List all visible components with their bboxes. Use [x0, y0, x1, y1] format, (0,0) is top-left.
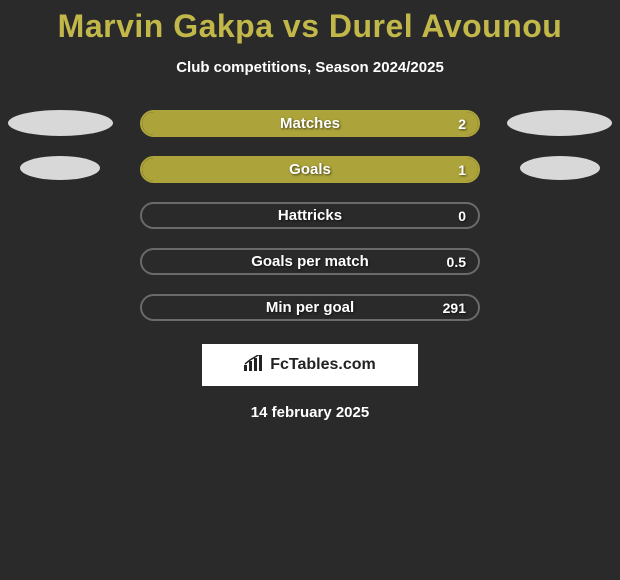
stat-value: 1 — [458, 162, 466, 178]
stat-label: Goals — [289, 161, 331, 178]
stats-list: Matches 2 Goals 1 Hattricks 0 Goals per … — [0, 110, 620, 321]
decor-ellipse — [20, 156, 100, 180]
comparison-card: Marvin Gakpa vs Durel Avounou Club compe… — [0, 0, 620, 421]
stat-row-wrap: Matches 2 — [140, 110, 480, 137]
decor-ellipse — [8, 110, 113, 136]
stat-value: 2 — [458, 116, 466, 132]
decor-ellipse — [520, 156, 600, 180]
stat-label: Matches — [280, 115, 340, 132]
brand-text: FcTables.com — [270, 356, 376, 374]
brand-badge[interactable]: FcTables.com — [202, 344, 418, 386]
subtitle: Club competitions, Season 2024/2025 — [0, 59, 620, 76]
stat-label: Min per goal — [266, 299, 354, 316]
date-label: 14 february 2025 — [0, 404, 620, 421]
stat-row-gpm: Goals per match 0.5 — [140, 248, 480, 275]
stat-value: 0.5 — [447, 254, 466, 270]
stat-value: 0 — [458, 208, 466, 224]
stat-row-goals: Goals 1 — [140, 156, 480, 183]
page-title: Marvin Gakpa vs Durel Avounou — [0, 0, 620, 45]
stat-row-mpg: Min per goal 291 — [140, 294, 480, 321]
decor-ellipse — [507, 110, 612, 136]
stat-label: Hattricks — [278, 207, 342, 224]
bars-icon — [244, 355, 264, 376]
stat-row-hattricks: Hattricks 0 — [140, 202, 480, 229]
stat-row-matches: Matches 2 — [140, 110, 480, 137]
stat-label: Goals per match — [251, 253, 369, 270]
stat-value: 291 — [443, 300, 466, 316]
